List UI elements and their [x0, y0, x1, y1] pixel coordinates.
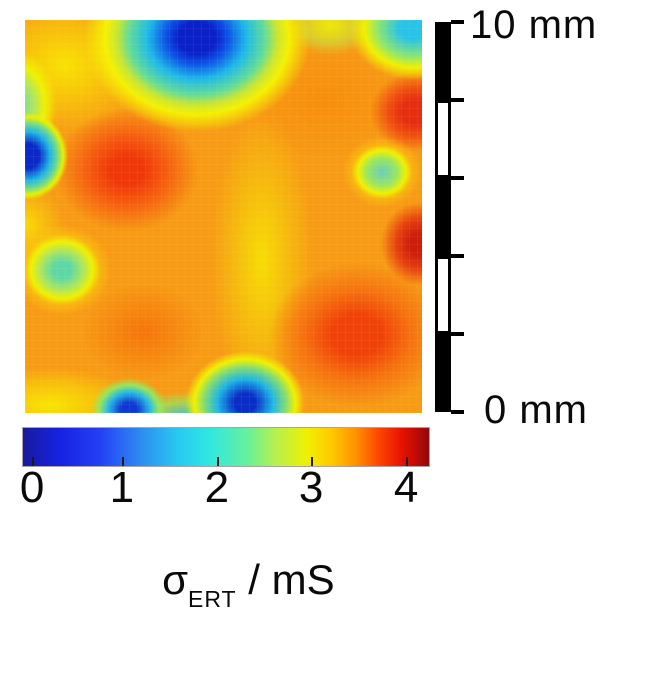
colorbar-tick: [216, 457, 219, 466]
scale-bar-segment: [435, 100, 451, 178]
scale-bar-tick: [451, 20, 464, 24]
scale-bar-tick: [451, 410, 464, 414]
scale-bar-segment: [435, 256, 451, 334]
scale-bar: [435, 20, 464, 414]
colorbar-tick-label: 1: [109, 463, 135, 512]
scale-label-bottom: 0 mm: [484, 388, 588, 432]
sigma-symbol: σ: [162, 556, 188, 603]
scale-bar-tick: [451, 332, 464, 336]
colorbar-tick: [311, 457, 314, 466]
unit-text: / mS: [236, 556, 335, 603]
scale-bar-ticks: [451, 20, 465, 414]
sigma-subscript: ERT: [188, 586, 237, 612]
ert-heatmap: [25, 20, 422, 413]
colorbar-tick: [121, 457, 124, 466]
colorbar-axis-label: σERT / mS: [22, 496, 428, 683]
scale-bar-segments: [435, 22, 451, 412]
colorbar-tick-label: 3: [298, 463, 324, 512]
scale-bar-tick: [451, 254, 464, 258]
colorbar-tick: [406, 457, 409, 466]
colorbar: [22, 427, 430, 467]
scale-bar-segment: [435, 334, 451, 412]
colorbar-tick-label: 0: [19, 463, 45, 512]
colorbar-tick-label: 4: [393, 463, 419, 512]
scale-bar-tick: [451, 98, 464, 102]
ert-figure: 10 mm 0 mm 0 1 2 3 4 σERT / mS: [19, 3, 598, 612]
colorbar-tick: [32, 457, 35, 466]
scale-bar-segment: [435, 22, 451, 100]
colorbar-tick-labels: 0 1 2 3 4: [19, 463, 428, 512]
colorbar-tick-label: 2: [204, 463, 230, 512]
scale-label-top: 10 mm: [470, 3, 598, 47]
heatmap-pixelation-overlay: [25, 20, 422, 413]
scale-bar-tick: [451, 176, 464, 180]
scale-bar-segment: [435, 178, 451, 256]
